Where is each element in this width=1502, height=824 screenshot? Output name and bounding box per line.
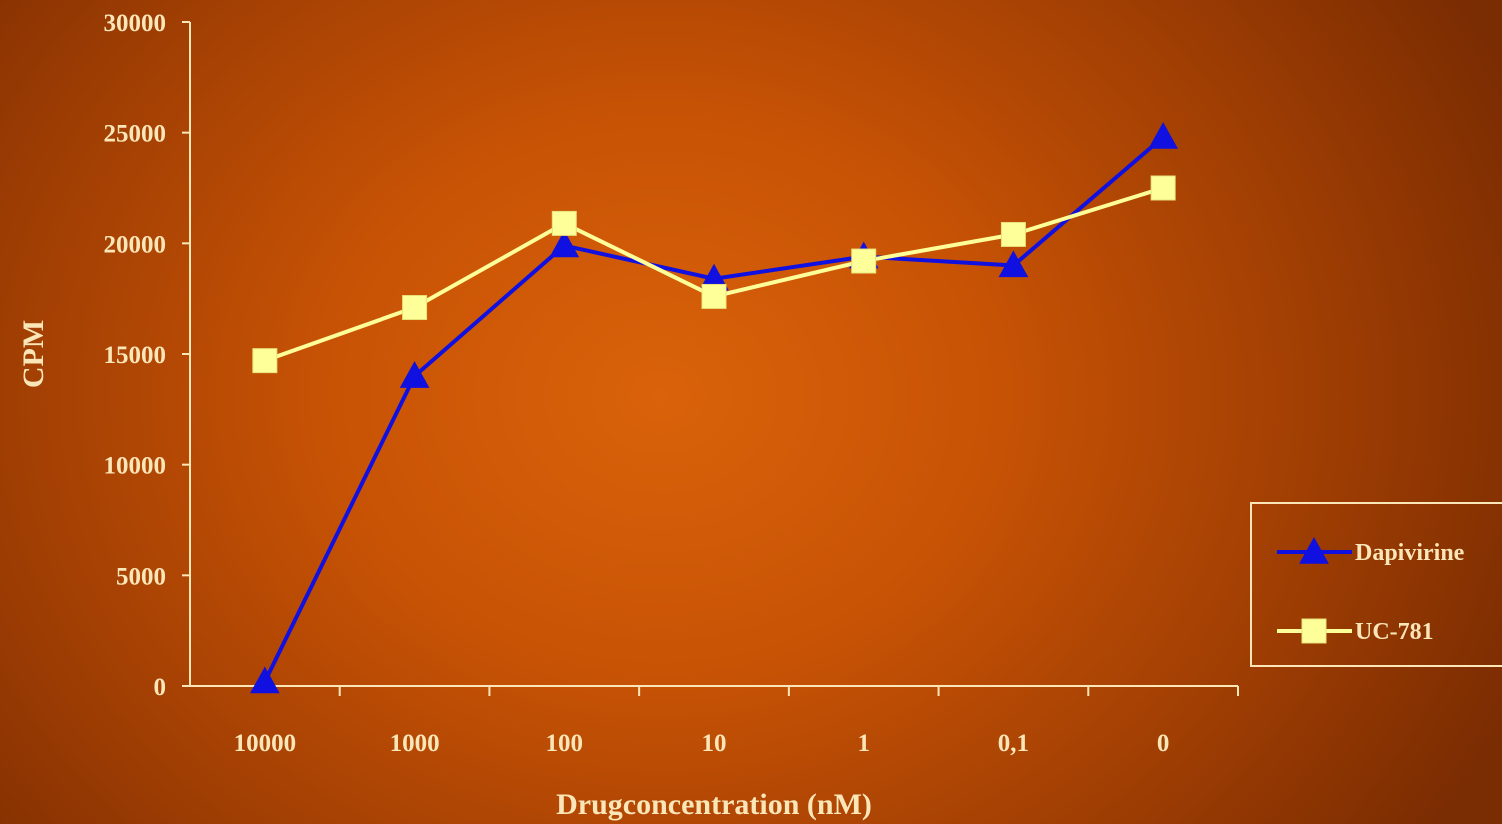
y-tick-label: 15000 bbox=[104, 342, 167, 369]
legend-label: Dapivirine bbox=[1355, 540, 1465, 566]
y-tick-label: 30000 bbox=[104, 10, 167, 37]
y-axis-ticks: 0 5000 10000 15000 20000 25000 30000 bbox=[104, 10, 190, 701]
data-point-marker bbox=[402, 295, 428, 321]
data-point-marker bbox=[250, 666, 280, 694]
data-point-marker bbox=[551, 210, 577, 236]
y-tick-label: 25000 bbox=[104, 121, 167, 148]
series-1 bbox=[250, 122, 1178, 694]
x-tick-label: 0,1 bbox=[998, 730, 1029, 757]
legend-item: Dapivirine bbox=[1277, 536, 1465, 566]
legend-swatch-marker bbox=[1301, 618, 1327, 644]
data-point-marker bbox=[1150, 175, 1176, 201]
y-tick-label: 10000 bbox=[104, 453, 167, 480]
data-point-marker bbox=[252, 348, 278, 374]
data-point-marker bbox=[851, 248, 877, 274]
legend-swatch-marker bbox=[1299, 536, 1329, 564]
series-2 bbox=[252, 175, 1176, 374]
y-tick-label: 20000 bbox=[104, 231, 167, 258]
y-axis-title: CPM bbox=[17, 320, 50, 388]
x-axis-ticks: 10000 1000 100 10 1 0,1 0 bbox=[234, 686, 1239, 757]
data-point-marker bbox=[1148, 122, 1178, 149]
data-point-marker bbox=[1000, 221, 1026, 247]
legend-item: UC-781 bbox=[1277, 618, 1434, 645]
data-point-marker bbox=[998, 250, 1029, 278]
x-tick-label: 100 bbox=[546, 730, 584, 757]
series-layer bbox=[250, 122, 1178, 694]
x-tick-label: 1000 bbox=[390, 730, 440, 757]
x-tick-label: 10 bbox=[702, 730, 727, 757]
series-line bbox=[263, 135, 1165, 683]
chart-axes bbox=[189, 22, 1238, 687]
y-tick-label: 5000 bbox=[116, 563, 166, 590]
x-axis-title: Drugconcentration (nM) bbox=[556, 788, 872, 821]
x-tick-label: 10000 bbox=[234, 730, 297, 757]
data-point-marker bbox=[701, 283, 727, 309]
x-tick-label: 1 bbox=[857, 730, 870, 757]
legend: Dapivirine UC-781 bbox=[1250, 502, 1502, 667]
y-tick-label: 0 bbox=[154, 674, 167, 701]
legend-label: UC-781 bbox=[1355, 619, 1434, 645]
legend-box bbox=[1250, 502, 1502, 667]
x-tick-label: 0 bbox=[1157, 730, 1170, 757]
data-point-marker bbox=[399, 361, 430, 388]
data-point-marker bbox=[549, 230, 580, 258]
